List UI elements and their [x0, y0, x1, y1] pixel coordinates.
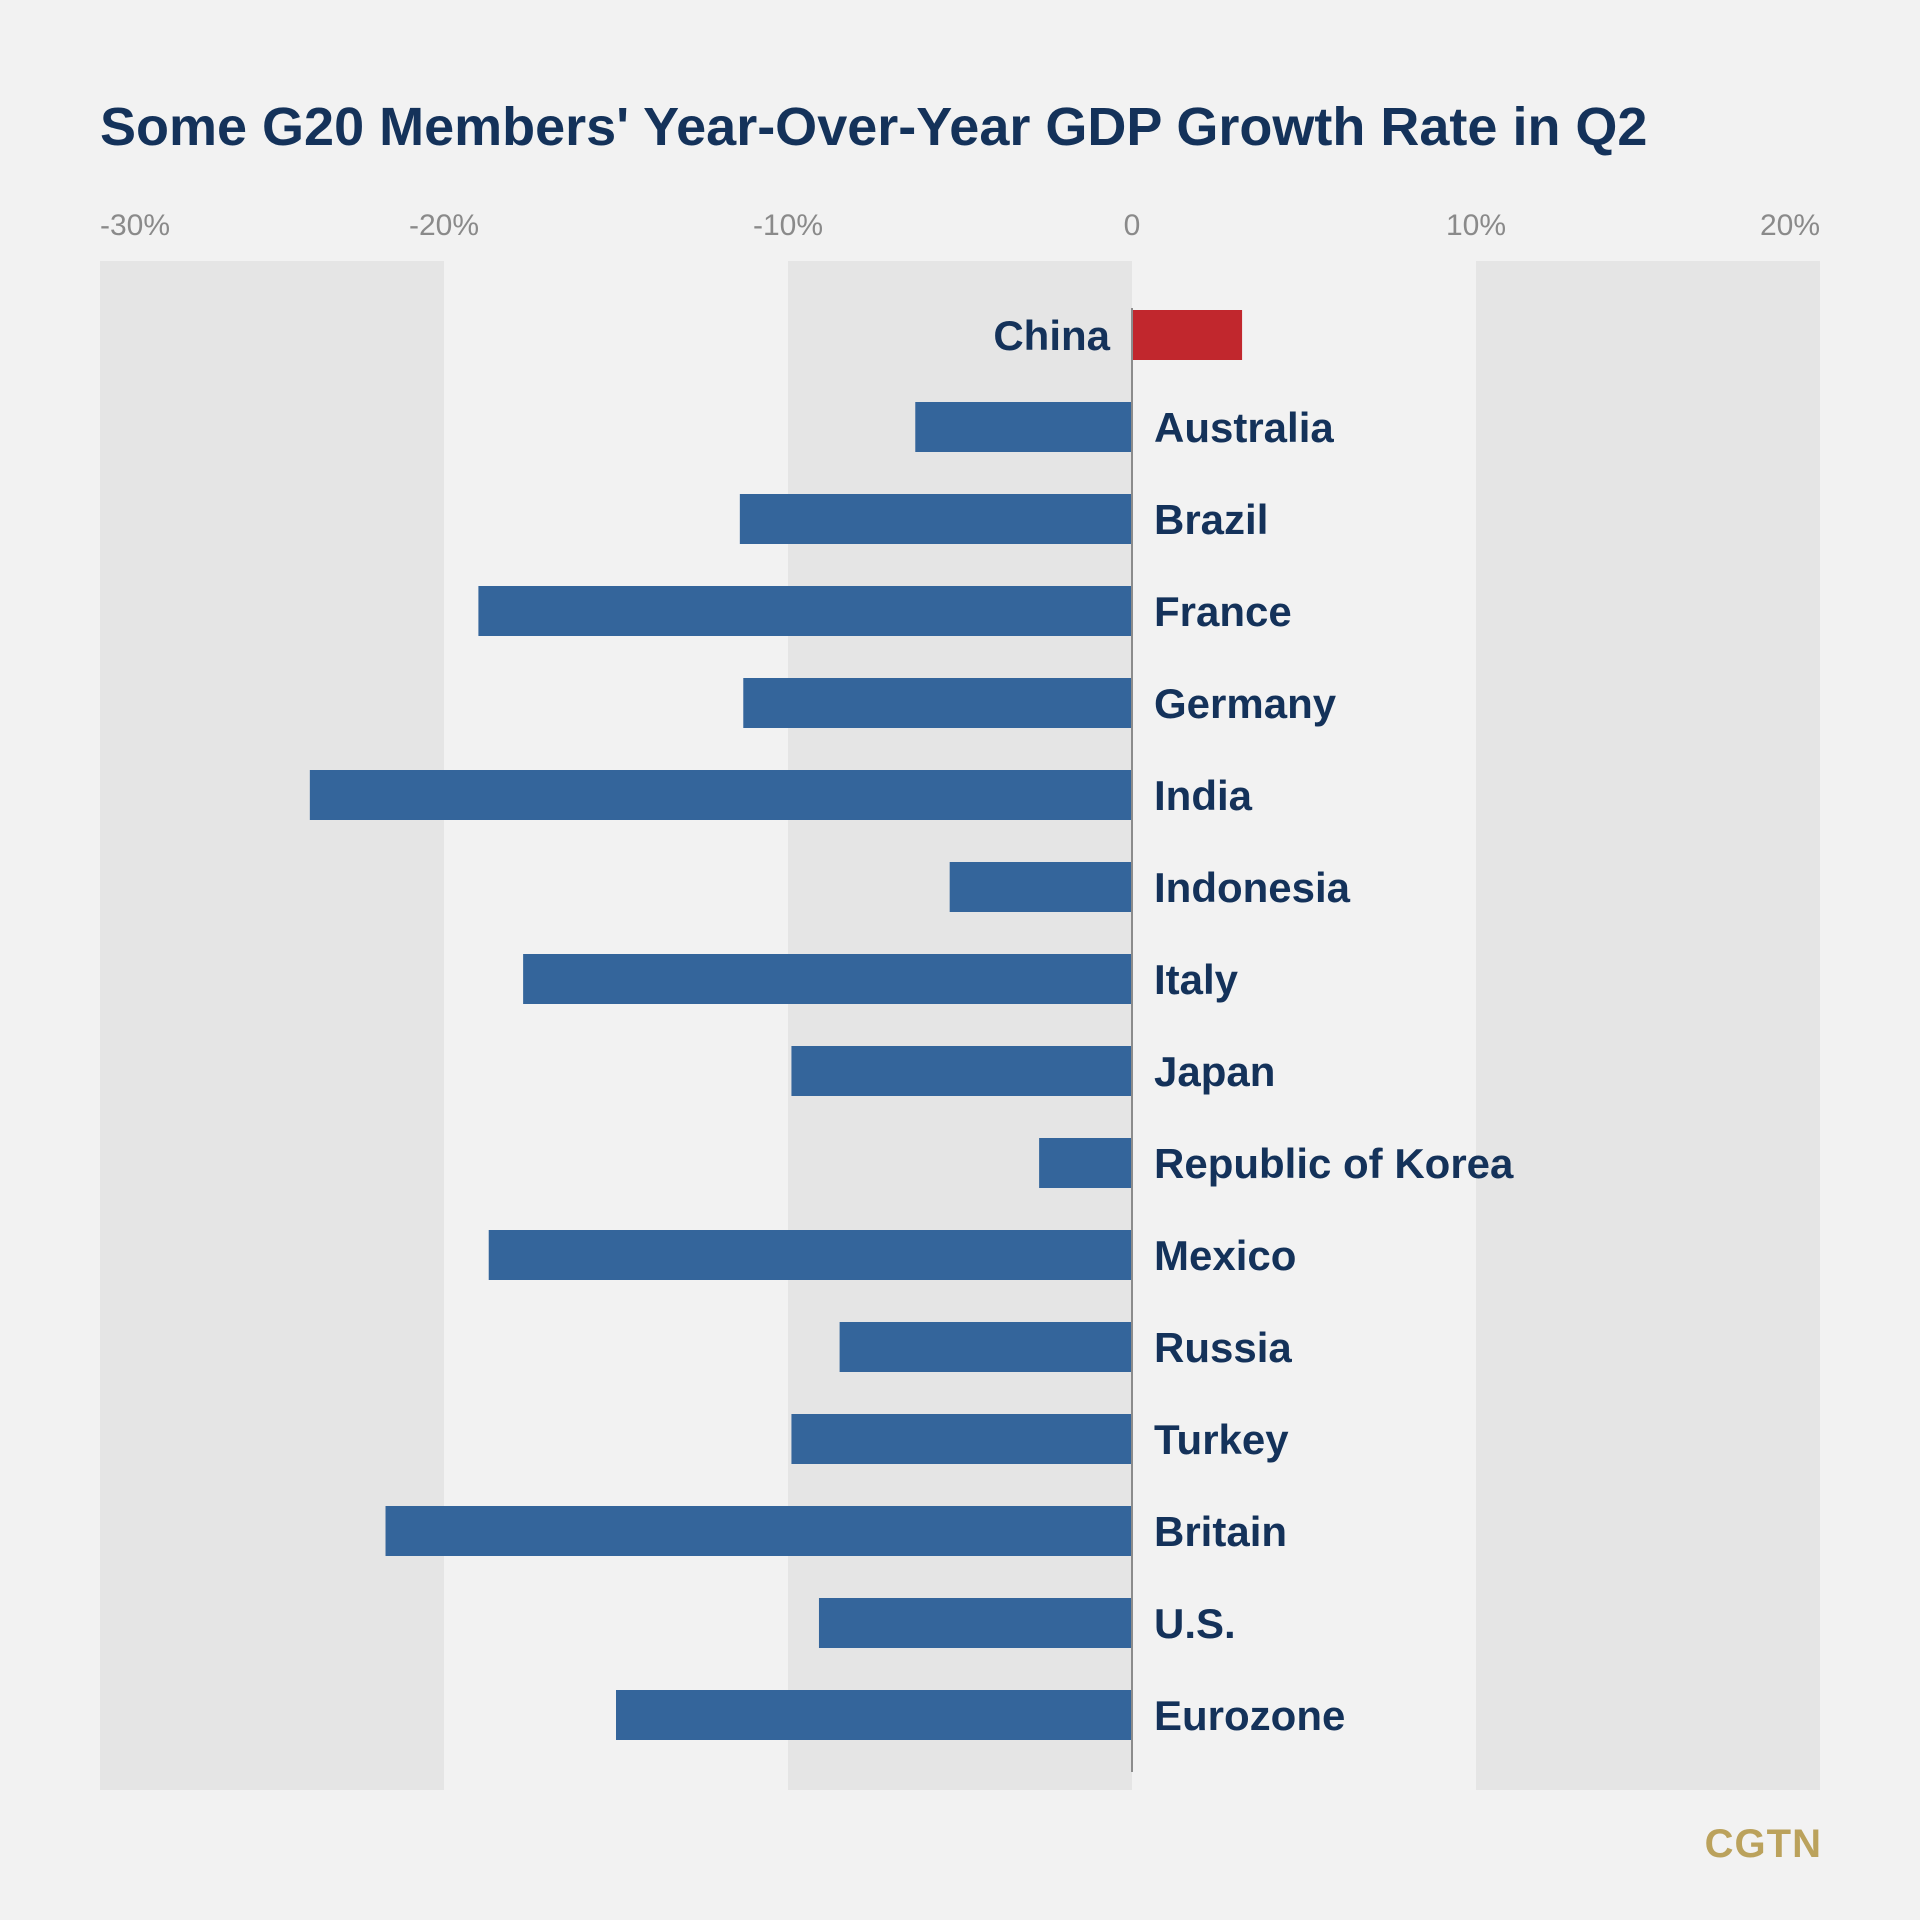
- category-label: Brazil: [1154, 496, 1268, 543]
- grid-bands: [100, 261, 1820, 1790]
- category-label: Turkey: [1154, 1416, 1289, 1463]
- category-label: Eurozone: [1154, 1692, 1345, 1739]
- bar: [915, 402, 1132, 452]
- category-label: India: [1154, 772, 1253, 819]
- tick-label: 0: [1124, 209, 1141, 242]
- category-label: Republic of Korea: [1154, 1140, 1514, 1187]
- tick-label: -30%: [100, 209, 170, 242]
- tick-label: -20%: [409, 209, 479, 242]
- tick-label: -10%: [753, 209, 823, 242]
- chart-title: Some G20 Members' Year-Over-Year GDP Gro…: [100, 97, 1648, 157]
- bar: [478, 586, 1132, 636]
- bar: [818, 1598, 1132, 1648]
- category-label: Japan: [1154, 1048, 1275, 1095]
- bar: [523, 954, 1132, 1004]
- category-label: China: [993, 312, 1110, 359]
- category-label: Germany: [1154, 680, 1337, 727]
- bar: [949, 862, 1132, 912]
- category-labels: China Australia Brazil France Germany India In…: [993, 312, 1514, 1739]
- bars: [309, 310, 1243, 1740]
- bar: [791, 1046, 1132, 1096]
- cgtn-logo: CGTN: [1704, 1822, 1822, 1866]
- bar: [743, 678, 1132, 728]
- category-label: Australia: [1154, 404, 1334, 451]
- bar: [385, 1506, 1132, 1556]
- category-label: Russia: [1154, 1324, 1292, 1371]
- category-label: U.S.: [1154, 1600, 1236, 1647]
- bar: [488, 1230, 1133, 1280]
- category-label: Italy: [1154, 956, 1239, 1003]
- category-label: France: [1154, 588, 1292, 635]
- grid-band: [788, 261, 1132, 1790]
- axis-ticks: -30% -20% -10% 0 10% 20%: [100, 209, 1820, 242]
- bar: [616, 1690, 1132, 1740]
- bar: [739, 494, 1132, 544]
- grid-band: [100, 261, 444, 1790]
- bar: [839, 1322, 1132, 1372]
- tick-label: 20%: [1760, 209, 1820, 242]
- bar: [1039, 1138, 1132, 1188]
- grid-band: [1476, 261, 1820, 1790]
- category-label: Britain: [1154, 1508, 1287, 1555]
- category-label: Mexico: [1154, 1232, 1296, 1279]
- bar: [1132, 310, 1243, 360]
- bar: [309, 770, 1133, 820]
- category-label: Indonesia: [1154, 864, 1351, 911]
- tick-label: 10%: [1446, 209, 1506, 242]
- bar: [791, 1414, 1132, 1464]
